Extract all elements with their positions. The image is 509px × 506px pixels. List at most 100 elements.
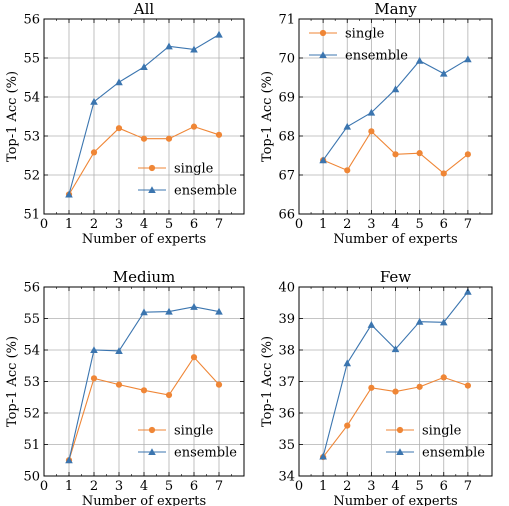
- x-tick-label: 4: [140, 217, 148, 232]
- y-axis-label: Top-1 Acc (%): [260, 71, 275, 162]
- y-tick-label: 50: [23, 470, 40, 485]
- x-tick-label: 1: [65, 479, 73, 494]
- x-axis-label: Number of experts: [333, 232, 457, 247]
- legend: single ensemble: [309, 27, 408, 64]
- legend-marker-single: [148, 164, 156, 172]
- x-tick-label: 2: [343, 217, 351, 232]
- data-point-single: [215, 131, 223, 138]
- legend-label-single: single: [422, 424, 462, 439]
- legend-marker-single: [148, 426, 156, 434]
- data-point-single: [215, 381, 223, 388]
- y-tick-label: 68: [278, 130, 295, 145]
- x-tick-label: 7: [464, 217, 472, 232]
- series-layer: [319, 55, 472, 177]
- x-tick-label: 7: [464, 479, 472, 494]
- y-tick-label: 39: [278, 312, 295, 327]
- y-axis-label: Top-1 Acc (%): [5, 71, 20, 162]
- legend-marker-ensemble: [148, 186, 156, 194]
- data-point-ensemble: [115, 347, 123, 354]
- legend-label-ensemble: ensemble: [174, 446, 237, 461]
- legend-marker-ensemble: [319, 51, 327, 59]
- y-tick-label: 52: [23, 407, 40, 422]
- x-tick-label: 3: [367, 217, 375, 232]
- data-point-ensemble: [215, 307, 223, 315]
- data-point-ensemble: [90, 97, 98, 105]
- data-point-ensemble: [319, 156, 327, 164]
- x-tick-label: 6: [190, 479, 198, 494]
- data-point-single: [440, 374, 447, 381]
- data-point-ensemble: [140, 308, 148, 316]
- series-layer: [319, 287, 472, 461]
- data-point-single: [190, 123, 198, 130]
- legend: single ensemble: [386, 424, 485, 461]
- x-tick-label: 0: [295, 217, 303, 232]
- data-point-single: [90, 149, 98, 156]
- y-tick-label: 55: [23, 312, 40, 327]
- x-axis-label: Number of experts: [82, 232, 206, 247]
- y-tick-label: 54: [23, 344, 40, 359]
- data-point-single: [368, 128, 375, 135]
- data-point-single: [115, 381, 123, 388]
- data-point-single: [464, 151, 471, 158]
- data-point-ensemble: [90, 346, 98, 354]
- legend: single ensemble: [138, 162, 237, 199]
- data-point-ensemble: [190, 303, 198, 310]
- data-point-single: [368, 384, 375, 391]
- data-point-ensemble: [391, 345, 400, 353]
- x-axis-label: Number of experts: [333, 494, 457, 506]
- y-tick-label: 66: [278, 208, 295, 223]
- chart-title: Medium: [113, 268, 176, 286]
- data-point-ensemble: [165, 307, 173, 315]
- x-tick-label: 7: [215, 479, 223, 494]
- y-tick-label: 55: [23, 52, 40, 67]
- legend: single ensemble: [138, 424, 237, 461]
- data-point-ensemble: [439, 318, 448, 326]
- y-tick-label: 35: [278, 438, 295, 453]
- x-tick-label: 0: [295, 479, 303, 494]
- data-point-ensemble: [464, 55, 472, 63]
- x-tick-label: 5: [165, 217, 173, 232]
- grid: [44, 19, 244, 214]
- y-axis-label: Top-1 Acc (%): [5, 336, 20, 427]
- data-point-single: [440, 170, 447, 177]
- data-point-single: [416, 383, 423, 390]
- data-point-single: [140, 135, 148, 142]
- y-tick-label: 67: [278, 169, 295, 184]
- y-tick-label: 51: [23, 208, 40, 223]
- x-tick-label: 4: [391, 479, 399, 494]
- y-tick-label: 69: [278, 91, 295, 106]
- data-point-single: [344, 422, 351, 429]
- data-point-ensemble: [115, 78, 123, 86]
- data-point-ensemble: [165, 42, 173, 50]
- x-tick-label: 1: [319, 479, 327, 494]
- grid: [44, 287, 244, 476]
- data-point-single: [392, 388, 399, 395]
- data-point-ensemble: [343, 122, 352, 130]
- grid: [299, 19, 492, 214]
- data-point-ensemble: [415, 317, 424, 325]
- legend-label-ensemble: ensemble: [174, 184, 237, 199]
- legend-label-ensemble: ensemble: [345, 49, 408, 64]
- y-tick-label: 52: [23, 169, 40, 184]
- grid: [299, 287, 492, 476]
- y-tick-label: 40: [278, 281, 295, 296]
- x-tick-label: 2: [90, 479, 98, 494]
- y-tick-label: 70: [278, 52, 295, 67]
- series-layer: [65, 30, 223, 198]
- legend-label-single: single: [345, 27, 385, 42]
- x-tick-label: 0: [40, 479, 48, 494]
- y-tick-label: 51: [23, 438, 40, 453]
- x-tick-label: 6: [440, 217, 448, 232]
- data-point-single: [416, 150, 423, 157]
- x-tick-label: 7: [215, 217, 223, 232]
- legend-marker-ensemble: [148, 448, 156, 456]
- legend-label-ensemble: ensemble: [422, 446, 485, 461]
- y-tick-label: 53: [23, 375, 40, 390]
- y-tick-label: 36: [278, 407, 295, 422]
- data-point-single: [190, 354, 198, 361]
